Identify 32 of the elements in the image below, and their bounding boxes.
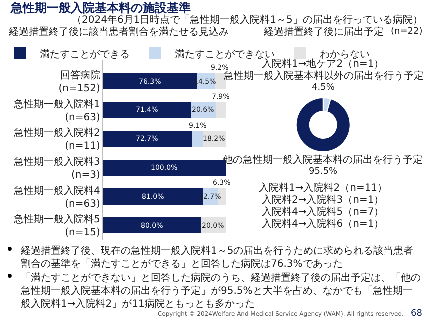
legend-label: 満たすことができない [175,48,275,60]
text: （2024年6月1日時点で「急性期一般入院料1～5」の届出を行っている病院） [72,14,423,26]
text: 経過措置終了後、現在の急性期一般入院料1～5の届出を行うために求められる該当患者割合の基準を「満たすことができる」と回答した病院は76.3%であった [20,245,414,270]
y-tick-label: 急性期一般入院料2 (n=11) [13,127,100,152]
data-label: 4.5% [312,83,336,93]
bar [103,102,191,118]
data-label: 95.5% [309,167,338,177]
slice-label: 他の急性期一般入院基本料の届出を行う予定 [223,154,423,166]
text: 68 [411,309,423,319]
chart-title: 経過措置終了後に届出予定 [263,26,384,38]
text: 入院料1→地ケア2（n=1） [262,58,384,70]
y-tick-label: 急性期一般入院料4 (n=63) [13,184,100,210]
bar [103,218,202,234]
y-tick-label: 急性期一般入院料5 (n=15) [13,214,100,239]
bar [216,102,226,118]
chart-title: 経過措置終了後に該当患者割合を満たせる見込み [8,26,229,38]
text: 入院料2→入院料3（n=1） [262,194,384,206]
y-tick-label: 急性期一般入院料1 (n=63) [13,98,100,124]
text: 「満たすことができない」と回答した病院のうち、経過措置終了後の届出予定は、「他の急性期一般入院基本料の届出を行う予定」が95.5%と大半を占め、なかでも「急性期一般入院料1→入院料2」が11病院ともっとも多かった [20,272,421,310]
bar [192,131,204,148]
y-tick-label: 急性期一般入院料3 (n=3) [13,156,100,181]
text: 急性期一般入院基本料の施設基準 [10,1,191,15]
legend-label: わからない [320,49,370,60]
text: 入院料1→入院料2（n=11） [259,182,388,194]
y-tick-label: 回答病院 (n=152) [58,70,100,95]
text: 入院料4→入院料6（n=1） [262,218,384,230]
text: (n=22) [391,27,423,37]
legend-label: 満たすことができる [40,48,130,60]
bar [103,131,193,148]
text: 入院料4→入院料5（n=7） [262,206,384,218]
slice-label: 急性期一般入院基本料以外の届出を行う予定 [223,70,424,82]
donut-slice [296,98,351,152]
